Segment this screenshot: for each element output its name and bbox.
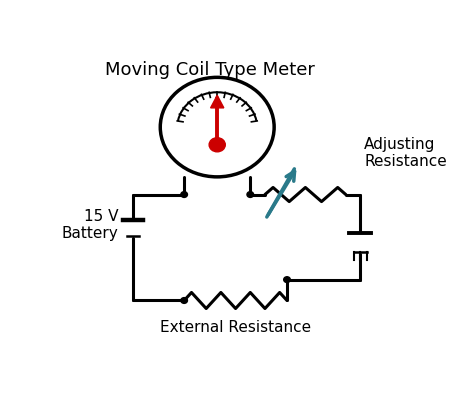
Circle shape bbox=[247, 192, 254, 197]
Circle shape bbox=[209, 138, 225, 152]
Text: External Resistance: External Resistance bbox=[160, 320, 311, 335]
Circle shape bbox=[284, 277, 290, 282]
Polygon shape bbox=[210, 95, 224, 108]
Circle shape bbox=[181, 192, 187, 197]
Text: 15 V
Battery: 15 V Battery bbox=[61, 209, 118, 241]
Circle shape bbox=[181, 298, 187, 304]
Text: Adjusting
Resistance: Adjusting Resistance bbox=[364, 137, 447, 169]
Text: Moving Coil Type Meter: Moving Coil Type Meter bbox=[105, 61, 315, 79]
